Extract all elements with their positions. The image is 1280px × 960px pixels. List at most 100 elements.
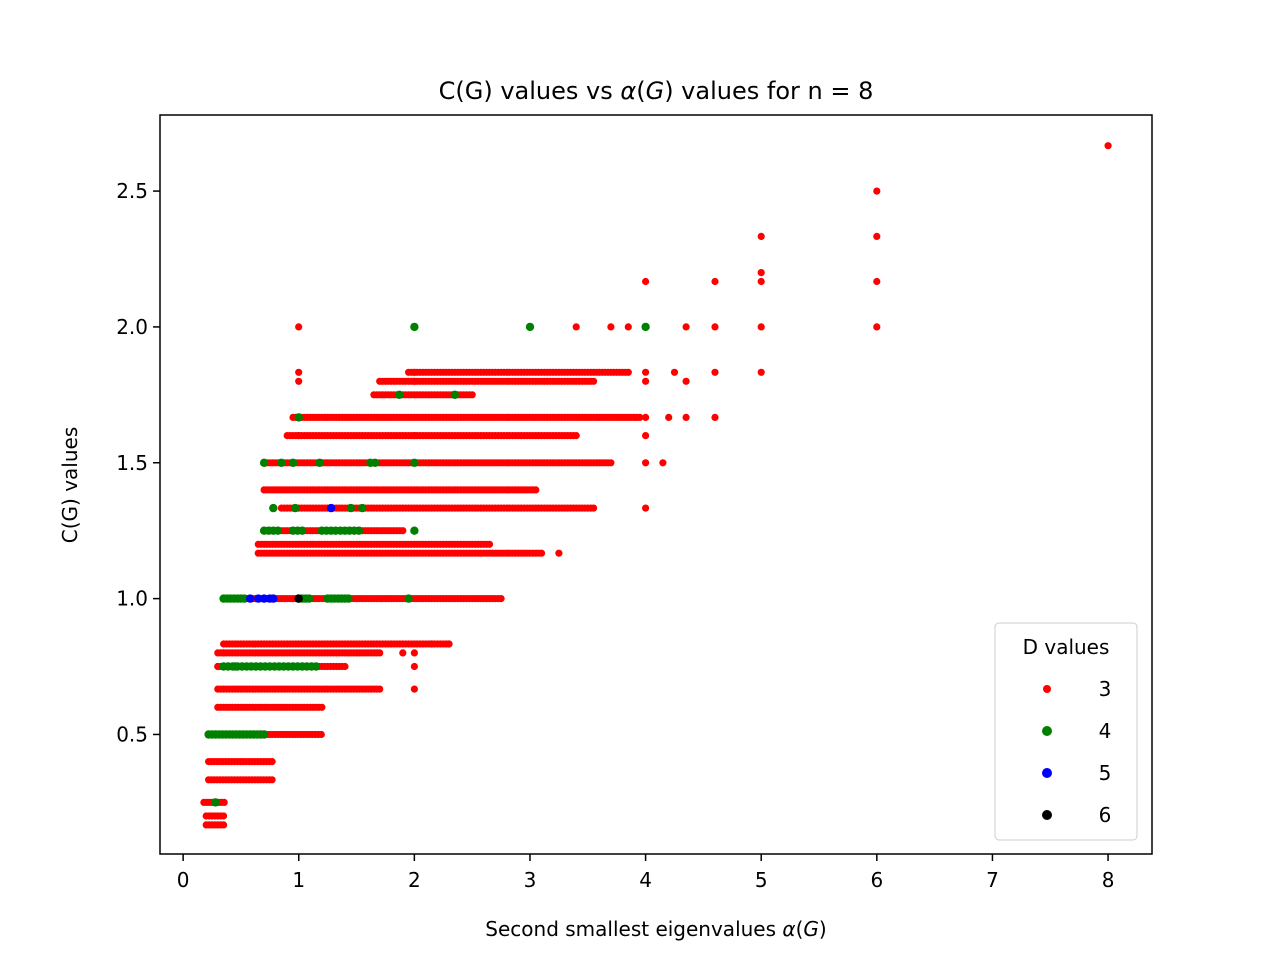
- data-point: [642, 432, 650, 440]
- series-5: [246, 503, 336, 603]
- data-point: [220, 649, 228, 657]
- data-point: [298, 526, 307, 535]
- data-point: [532, 486, 540, 494]
- data-point: [682, 413, 690, 421]
- legend-label: 3: [1099, 677, 1112, 701]
- data-point: [642, 368, 650, 376]
- data-point: [399, 527, 407, 535]
- data-point: [445, 640, 453, 648]
- data-point: [1104, 142, 1112, 150]
- data-point: [231, 662, 240, 671]
- legend-entry-5: 5: [1042, 761, 1111, 785]
- legend-marker: [1042, 726, 1052, 736]
- data-point: [450, 390, 459, 399]
- data-point: [682, 377, 690, 385]
- legend-frame: [994, 622, 1138, 841]
- data-point: [410, 526, 419, 535]
- data-point: [485, 540, 494, 548]
- x-tick-label: 4: [639, 868, 652, 892]
- data-point: [295, 432, 303, 440]
- data-point: [410, 377, 418, 385]
- legend-label: 4: [1099, 719, 1112, 743]
- data-point: [757, 323, 765, 331]
- data-point: [572, 323, 580, 331]
- data-point: [295, 323, 303, 331]
- data-point: [757, 368, 765, 376]
- data-point: [240, 594, 249, 603]
- data-point: [220, 821, 228, 829]
- y-axis-ticks: 0.5 1.0 1.5 2.0 2.5: [116, 179, 160, 746]
- data-point: [682, 323, 690, 331]
- x-tick-label: 6: [870, 868, 883, 892]
- data-point: [214, 662, 222, 671]
- data-point: [410, 649, 418, 657]
- chart-title: C(G) values vs α(G) values for n = 8: [439, 77, 874, 105]
- data-point: [607, 323, 615, 331]
- scatter-points: [200, 142, 1112, 829]
- data-point: [410, 662, 418, 671]
- legend-entry-3: 3: [1043, 677, 1111, 701]
- data-point: [410, 432, 418, 440]
- data-point: [317, 730, 325, 739]
- data-point: [665, 413, 673, 421]
- data-point: [468, 391, 476, 399]
- data-point: [288, 458, 298, 467]
- data-point: [326, 503, 336, 513]
- data-point: [376, 649, 384, 657]
- legend-marker: [1043, 685, 1051, 693]
- data-point: [294, 594, 303, 603]
- y-tick-label: 1.5: [116, 451, 148, 475]
- data-point: [269, 503, 278, 513]
- data-point: [873, 187, 881, 195]
- legend-entry-6: 6: [1042, 803, 1111, 827]
- data-point: [711, 368, 719, 376]
- data-point: [246, 594, 255, 603]
- data-point: [636, 413, 644, 421]
- data-point: [873, 277, 881, 286]
- data-point: [642, 277, 650, 286]
- data-point: [497, 595, 505, 603]
- data-point: [354, 526, 364, 535]
- series-6: [294, 594, 303, 603]
- x-tick-label: 1: [292, 868, 305, 892]
- data-point: [220, 798, 228, 807]
- data-point: [259, 458, 269, 467]
- data-point: [395, 390, 404, 399]
- data-point: [642, 377, 650, 385]
- legend-label: 6: [1099, 803, 1112, 827]
- data-point: [399, 649, 407, 657]
- data-point: [315, 458, 324, 467]
- legend-marker: [1042, 810, 1052, 820]
- legend: D values 3 4 5 6: [994, 622, 1138, 841]
- data-point: [211, 798, 220, 807]
- data-point: [711, 323, 719, 331]
- data-point: [294, 413, 303, 422]
- series-4: [204, 322, 650, 807]
- x-tick-label: 7: [986, 868, 999, 892]
- legend-label: 5: [1099, 761, 1112, 785]
- data-point: [428, 640, 436, 648]
- data-point: [277, 458, 286, 467]
- plot-area-frame: [159, 114, 1153, 855]
- data-point: [624, 323, 632, 331]
- data-point: [572, 432, 580, 440]
- data-point: [410, 685, 418, 693]
- data-point: [757, 232, 765, 240]
- data-point: [344, 594, 353, 603]
- data-point: [273, 526, 283, 535]
- data-point: [318, 703, 326, 711]
- data-point: [642, 459, 650, 467]
- y-tick-label: 1.0: [116, 587, 148, 611]
- x-tick-label: 8: [1102, 868, 1115, 892]
- y-tick-label: 0.5: [116, 722, 148, 746]
- data-point: [410, 458, 419, 467]
- y-tick-label: 2.0: [116, 315, 148, 339]
- data-point: [291, 503, 300, 513]
- data-point: [555, 549, 563, 557]
- data-point: [590, 377, 598, 385]
- data-point: [376, 685, 384, 693]
- legend-marker: [1042, 768, 1052, 778]
- data-point: [873, 232, 881, 240]
- data-point: [295, 368, 303, 376]
